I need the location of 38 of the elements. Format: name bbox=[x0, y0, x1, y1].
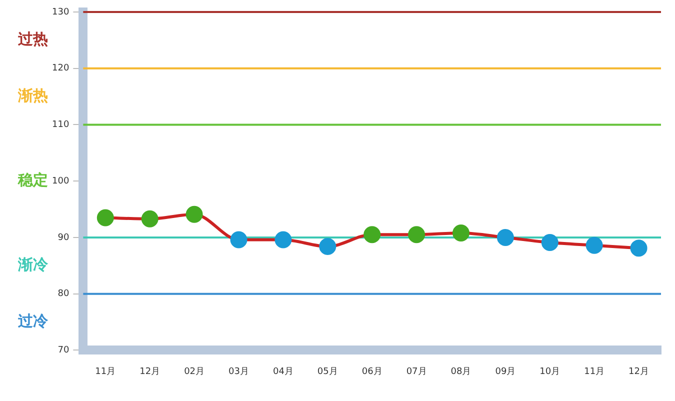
x-tick-label: 04月 bbox=[272, 366, 294, 377]
x-tick-label: 03月 bbox=[228, 366, 249, 377]
x-tick-label: 11月 bbox=[584, 366, 605, 377]
x-tick-label: 07月 bbox=[406, 366, 427, 377]
point bbox=[230, 231, 248, 248]
x-tick-label: 06月 bbox=[362, 366, 382, 377]
y-tick-label: 130 bbox=[52, 7, 70, 18]
ref-line-label: 渐冷 bbox=[17, 256, 49, 274]
x-tick-label: 08月 bbox=[450, 366, 472, 377]
x-tick-label: 10月 bbox=[540, 366, 560, 377]
y-tick-label: 120 bbox=[52, 64, 70, 74]
ref-line-label: 过热 bbox=[17, 30, 48, 48]
point bbox=[408, 226, 426, 244]
point bbox=[319, 238, 336, 255]
x-tick-label: 02月 bbox=[184, 366, 205, 377]
ref-line-label: 稳定 bbox=[17, 170, 48, 189]
point bbox=[541, 234, 558, 252]
x-tick-label: 12月 bbox=[628, 366, 650, 377]
y-tick-label: 100 bbox=[52, 176, 70, 186]
ref-line-label: 渐热 bbox=[17, 86, 48, 104]
point bbox=[274, 231, 292, 248]
point bbox=[364, 226, 381, 244]
point bbox=[630, 240, 648, 257]
point bbox=[452, 224, 470, 242]
point bbox=[496, 228, 514, 246]
point bbox=[96, 209, 114, 226]
point bbox=[186, 206, 203, 223]
x-tick-label: 05月 bbox=[317, 366, 338, 377]
x-tick-label: 09月 bbox=[495, 366, 516, 377]
y-tick-label: 110 bbox=[52, 120, 70, 130]
point bbox=[586, 236, 603, 254]
y-tick-label: 90 bbox=[58, 232, 70, 243]
y-tick-label: 70 bbox=[58, 346, 70, 356]
y-tick-label: 80 bbox=[58, 289, 70, 300]
x-tick-label: 12月 bbox=[140, 366, 160, 377]
point bbox=[141, 210, 158, 228]
ref-line-label: 过冷 bbox=[17, 312, 49, 330]
x-tick-label: 11月 bbox=[95, 366, 116, 377]
